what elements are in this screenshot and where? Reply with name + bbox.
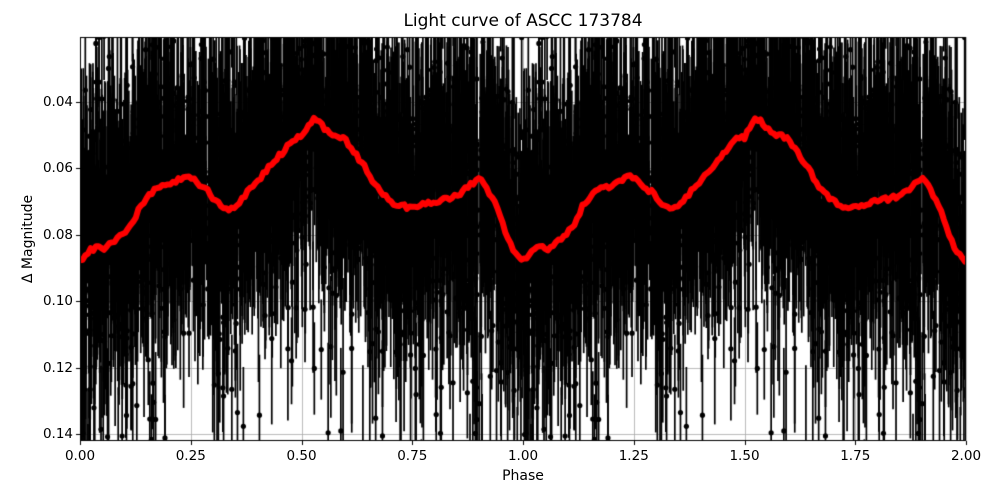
y-tick-label: 0.08 [42, 226, 73, 243]
x-tick-label: 0.00 [64, 448, 96, 464]
x-tick-label: 0.50 [286, 448, 317, 464]
y-tick-label: 0.06 [42, 160, 73, 177]
x-tick-label: 1.75 [840, 448, 871, 464]
x-axis-label: Phase [502, 468, 544, 484]
y-tick-label: 0.10 [42, 293, 73, 310]
x-tick-label: 1.00 [507, 448, 539, 464]
chart-title: Light curve of ASCC 173784 [403, 11, 643, 31]
x-tick-label: 0.75 [397, 448, 428, 464]
x-tick-label: 1.50 [729, 448, 760, 464]
y-tick-label: 0.12 [42, 359, 73, 376]
x-tick-label: 1.25 [618, 448, 649, 464]
x-tick-label: 0.25 [175, 448, 206, 464]
y-tick-label: 0.14 [42, 426, 73, 443]
y-tick-label: 0.04 [42, 93, 73, 110]
x-tick-label: 2.00 [950, 448, 982, 464]
y-axis-label: Δ Magnitude [20, 194, 36, 284]
